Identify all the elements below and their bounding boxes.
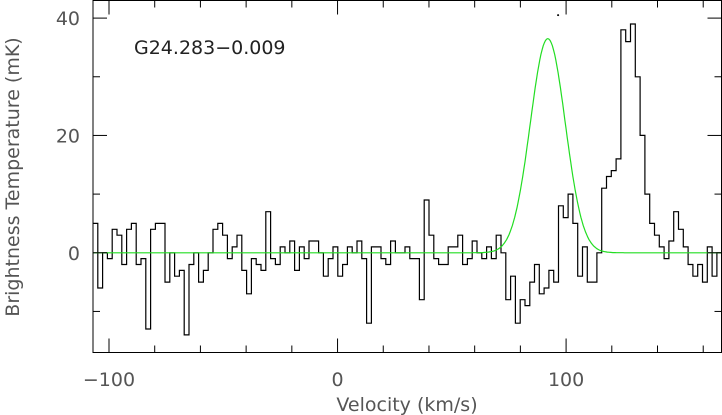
y-tick-label: 0: [68, 243, 80, 265]
y-tick-label: 20: [56, 125, 80, 147]
gaussian-fit-line: [93, 37, 722, 254]
plot-marks: [93, 14, 722, 336]
axis-tick-labels: −100 0 100 0 20 40: [56, 8, 584, 391]
spectrum-histogram: [93, 23, 722, 336]
x-tick-label: −100: [83, 369, 135, 391]
x-tick-label: 100: [548, 369, 584, 391]
peak-sample: [557, 14, 560, 17]
y-tick-label: 40: [56, 8, 80, 30]
axis-ticks: [93, 0, 722, 353]
x-tick-label: 0: [331, 369, 343, 391]
x-axis-label: Velocity (km/s): [336, 394, 477, 415]
y-axis-label: Brightness Temperature (mK): [2, 37, 24, 316]
source-name-annotation: G24.283−0.009: [134, 37, 286, 59]
